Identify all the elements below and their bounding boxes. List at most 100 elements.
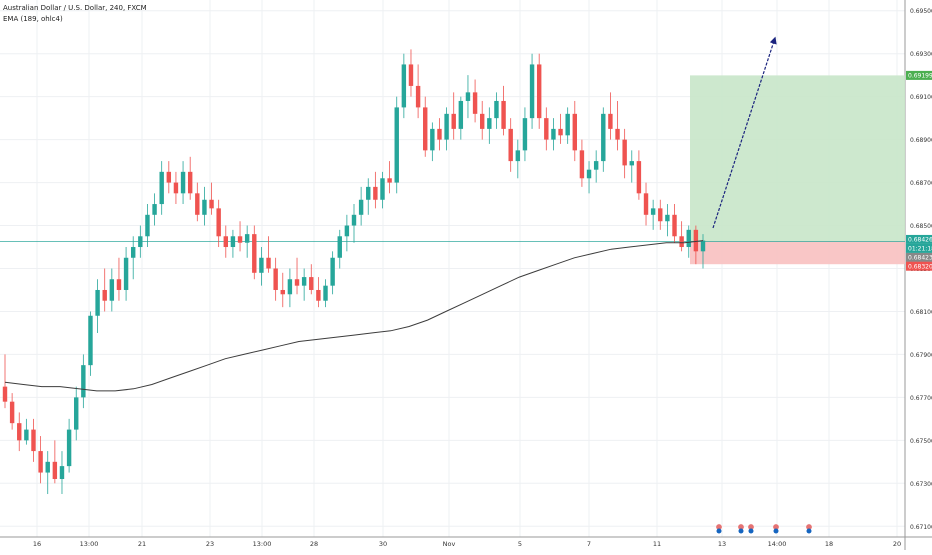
candle-body xyxy=(294,279,300,286)
candle-body xyxy=(159,171,164,205)
candle-body xyxy=(74,397,79,430)
ema-line xyxy=(4,240,704,392)
candle-up xyxy=(629,150,634,183)
candle-up xyxy=(351,204,357,243)
candle-down xyxy=(187,156,193,200)
candle-down xyxy=(309,264,314,295)
candle-up xyxy=(430,122,435,162)
candle-up xyxy=(159,161,164,215)
candle-body xyxy=(66,429,72,467)
ema-value-badge-bg xyxy=(906,252,932,262)
candle-body xyxy=(494,100,499,119)
x-tick-label: 13:00 xyxy=(253,540,272,548)
candle-down xyxy=(280,272,285,308)
candle-down xyxy=(643,182,649,226)
candle-up xyxy=(88,311,93,376)
candle-body xyxy=(401,64,407,108)
x-tick-label: 13 xyxy=(718,540,726,548)
x-tick-label: 30 xyxy=(379,540,387,548)
candle-body xyxy=(216,208,221,237)
candle-body xyxy=(17,423,22,441)
candle-down xyxy=(572,100,578,162)
candle-body xyxy=(679,236,684,248)
candle-body xyxy=(380,178,385,200)
candle-up xyxy=(458,96,464,140)
candle-body xyxy=(273,268,278,290)
candle-body xyxy=(2,386,8,402)
candle-down xyxy=(536,53,542,129)
candle-up xyxy=(494,92,499,129)
event-flag-base xyxy=(806,528,812,534)
candle-body xyxy=(373,186,378,200)
candle-body xyxy=(586,169,592,179)
event-marker-icon xyxy=(715,523,723,534)
x-tick-label: 16 xyxy=(33,540,41,548)
candle-body xyxy=(437,128,442,140)
candle-body xyxy=(116,279,122,290)
target-price-badge-bg xyxy=(906,70,932,80)
x-tick-label: Nov xyxy=(443,540,456,548)
candle-down xyxy=(679,221,684,252)
candle-down xyxy=(316,277,321,308)
candle-up xyxy=(152,193,157,226)
candle-down xyxy=(437,118,442,151)
y-tick-label: 0.67100 xyxy=(910,524,932,531)
candle-down xyxy=(622,128,627,179)
candle-body xyxy=(551,128,556,140)
candle-body xyxy=(252,234,257,273)
event-marker-icon xyxy=(805,523,813,534)
candle-down xyxy=(387,161,392,194)
x-tick-label: 13:00 xyxy=(80,540,99,548)
candle-up xyxy=(529,53,535,129)
candle-body xyxy=(309,277,314,290)
candle-body xyxy=(59,466,65,480)
candle-body xyxy=(622,139,627,166)
candle-up xyxy=(301,268,307,301)
current-price-badge-text: 0.68426 xyxy=(908,237,932,244)
candle-up xyxy=(230,229,236,258)
candle-up xyxy=(487,107,492,144)
candle-up xyxy=(444,107,449,151)
candle-body xyxy=(173,182,179,194)
candle-body xyxy=(351,214,357,226)
candle-down xyxy=(116,257,122,301)
candle-down xyxy=(544,107,549,151)
candle-up xyxy=(24,418,29,445)
candle-body xyxy=(515,150,521,162)
candle-up xyxy=(358,186,364,226)
candle-up xyxy=(244,225,250,258)
candle-down xyxy=(223,225,229,258)
candle-body xyxy=(244,234,250,243)
candle-body xyxy=(81,365,86,398)
candle-body xyxy=(202,199,207,215)
candle-up xyxy=(366,178,371,215)
candle-up xyxy=(287,268,293,308)
candle-down xyxy=(266,236,271,273)
current-price-badge: 0.68426 xyxy=(906,234,932,244)
candle-body xyxy=(109,279,115,301)
candle-body xyxy=(408,64,414,86)
candle-body xyxy=(31,429,36,452)
candle-down xyxy=(9,393,15,430)
candle-body xyxy=(451,113,456,129)
candle-body xyxy=(522,118,528,151)
candle-body xyxy=(572,113,578,151)
candle-up xyxy=(145,204,150,248)
candle-body xyxy=(558,128,563,136)
candle-body xyxy=(479,113,485,129)
stop-price-badge-text: 0.68320 xyxy=(908,264,932,271)
candle-up xyxy=(700,234,706,269)
candle-down xyxy=(216,199,221,248)
candle-up xyxy=(686,225,691,258)
candle-up xyxy=(337,229,342,269)
candle-body xyxy=(38,451,43,473)
x-tick-label: 14:00 xyxy=(768,540,787,548)
